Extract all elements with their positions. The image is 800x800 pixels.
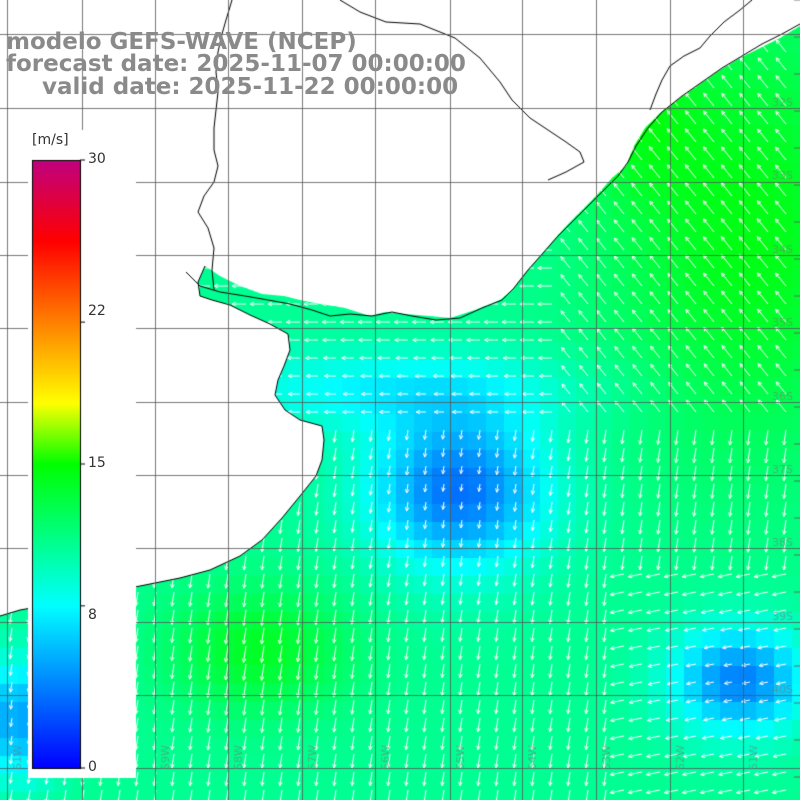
- colorbar-tick-30: 30: [86, 151, 108, 167]
- colorbar-tick-8: 8: [86, 607, 99, 623]
- title-model: modelo GEFS-WAVE (NCEP): [6, 29, 357, 55]
- title-valid-date: valid date: 2025-11-22 00:00:00: [42, 74, 459, 100]
- colorbar-unit: [m/s]: [30, 132, 71, 148]
- colorbar-tick-22: 22: [86, 303, 108, 319]
- colorbar-tick-15: 15: [86, 455, 108, 471]
- title-forecast-date: forecast date: 2025-11-07 00:00:00: [6, 51, 466, 77]
- colorbar-tick-0: 0: [86, 759, 99, 775]
